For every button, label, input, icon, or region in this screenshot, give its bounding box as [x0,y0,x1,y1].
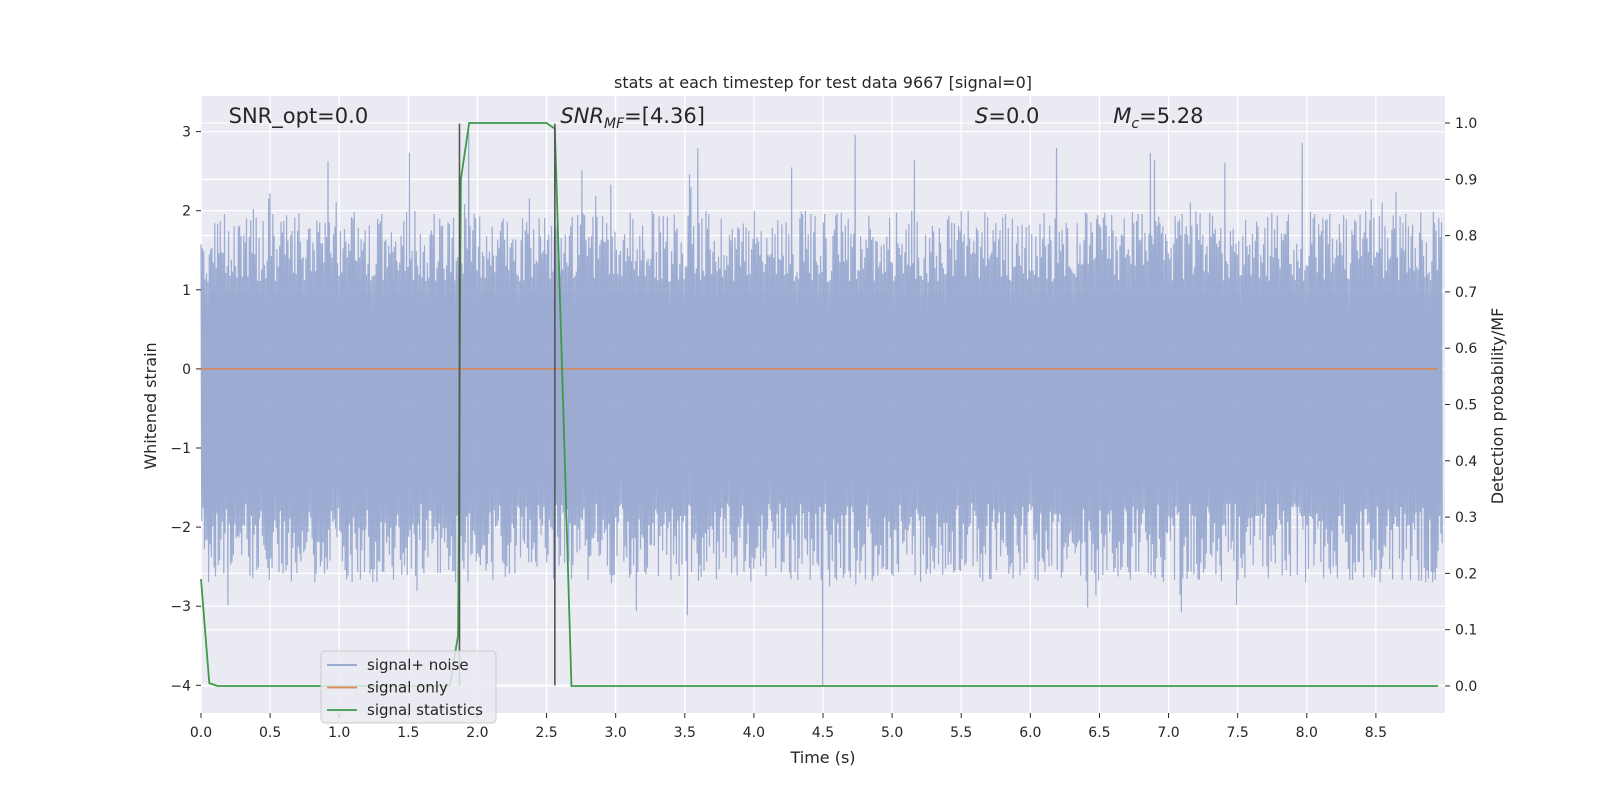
x-tick-label: 1.0 [328,725,350,741]
chart-title: stats at each timestep for test data 966… [614,73,1032,92]
y2-tick-label: 0.3 [1455,510,1477,526]
y-tick-label: 3 [182,125,191,141]
x-tick-label: 3.5 [674,725,696,741]
x-axis-label: Time (s) [789,748,855,767]
legend-box [320,650,497,724]
y2-tick-label: 0.2 [1455,566,1477,582]
x-tick-label: 2.5 [535,725,557,741]
x-tick-label: 4.5 [812,725,834,741]
annotation: SNR_opt=0.0 [229,104,369,129]
x-tick-label: 6.0 [1019,725,1041,741]
legend-label: signal statistics [367,701,483,719]
y-tick-label: 0 [182,362,191,378]
y2-tick-label: 0.7 [1455,285,1477,301]
y2-tick-label: 0.0 [1455,679,1477,695]
series-signal-noise [200,132,1443,686]
y-axis-label: Whitened strain [141,342,160,469]
y-tick-label: −3 [170,599,191,615]
y2-tick-label: 0.6 [1455,341,1477,357]
x-tick-label: 3.0 [605,725,627,741]
annotation: Mc=5.28 [1113,104,1203,132]
vertical-markers [458,123,556,686]
x-tick-label: 8.0 [1296,725,1318,741]
x-tick-label: 1.5 [397,725,419,741]
y-tick-label: −1 [170,441,191,457]
series-signal-statistics [200,122,1439,687]
x-tick-label: 7.0 [1157,725,1179,741]
legend: signal+ noise signal only signal statistic… [320,650,497,724]
y-tick-label: −2 [170,520,191,536]
x-tick-label: 7.5 [1227,725,1249,741]
x-tick-label: 8.5 [1365,725,1387,741]
x-tick-label: 4.0 [743,725,765,741]
y2-tick-label: 1.0 [1455,116,1477,132]
annotation: S=0.0 [975,104,1039,128]
axes: 0.0 0.5 1.0 1.5 2.0 2.5 3.0 3.5 4.0 4.5 5.0 5.5 6.0 6… [170,116,1477,741]
y2-axis-label: Detection probability/MF [1488,308,1507,505]
y2-tick-label: 0.1 [1455,623,1477,639]
x-tick-label: 2.0 [466,725,488,741]
y2-tick-label: 0.4 [1455,454,1477,470]
y2-tick-label: 0.8 [1455,229,1477,245]
y-tick-label: 2 [182,204,191,220]
x-tick-label: 0.5 [259,725,281,741]
series-group [200,122,1443,687]
y2-tick-label: 0.5 [1455,398,1477,414]
annotations: SNR_opt=0.0 SNRMF=[4.36] S=0.0 Mc=5.28 [229,104,1204,132]
y-tick-label: 1 [182,283,191,299]
legend-label: signal+ noise [367,656,469,674]
legend-label: signal only [367,679,448,697]
x-tick-label: 0.0 [190,725,212,741]
annotation: SNRMF=[4.36] [560,104,705,132]
x-tick-label: 5.5 [950,725,972,741]
y-tick-label: −4 [170,678,191,694]
y2-tick-label: 0.9 [1455,172,1477,188]
x-tick-label: 6.5 [1088,725,1110,741]
x-tick-label: 5.0 [881,725,903,741]
